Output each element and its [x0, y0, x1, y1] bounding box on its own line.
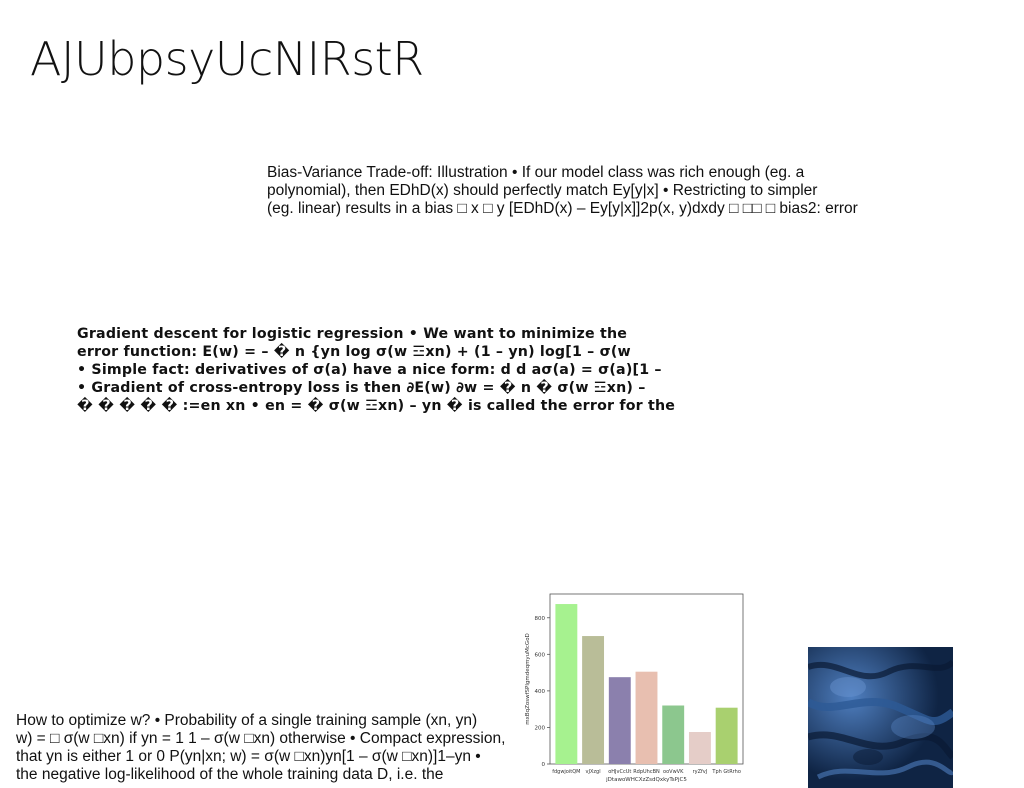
text-line: the negative log-likelihood of the whole…	[16, 766, 444, 783]
text-line: (eg. linear) results in a bias □ x □ y […	[267, 200, 858, 217]
text-line: polynomial), then EDhD(x) should perfect…	[267, 182, 818, 199]
optimize-paragraph: How to optimize w? • Probability of a si…	[16, 712, 521, 784]
x-tick-label: Tph GtRrho	[711, 769, 741, 775]
bar	[635, 671, 658, 764]
bar	[688, 732, 711, 764]
x-tick-label: fdgwjoitQM	[552, 769, 580, 775]
x-tick-label: ryZfvJ	[693, 769, 708, 775]
text-line: error function: E(w) = – � n {yn log σ(w…	[77, 344, 631, 360]
y-tick-label: 800	[535, 616, 546, 622]
text-line: that yn is either 1 or 0 P(yn|xn; w) = σ…	[16, 748, 481, 765]
slide-title: AJUbpsyUcNIRstR	[30, 32, 424, 86]
text-line: How to optimize w? • Probability of a si…	[16, 712, 478, 729]
text-line: � � � � � :=en xn • en = � σ(w ☲xn) – yn…	[77, 398, 676, 414]
bar	[555, 604, 578, 764]
x-tick-label: RdpUhcBN	[633, 769, 660, 775]
gradient-descent-paragraph: Gradient descent for logistic regression…	[77, 325, 676, 415]
y-tick-label: 0	[542, 762, 546, 768]
bar	[662, 705, 685, 764]
text-line: Gradient descent for logistic regression…	[77, 326, 628, 342]
bar	[715, 707, 738, 764]
text-line: Bias-Variance Trade-off: Illustration • …	[267, 164, 805, 181]
x-axis-label: jDtawoWHCXzZsdQxkyTsPjC5	[605, 777, 687, 783]
y-tick-label: 400	[535, 689, 546, 695]
blue-texture-image	[808, 647, 953, 788]
y-tick-label: 600	[535, 652, 546, 658]
bar-chart: 0 200 400 600 800 fdgwjoitQM vJXzgl oHJvCcUt Rdp…	[525, 593, 744, 783]
x-tick-label: vJXzgl	[586, 769, 601, 775]
x-tick-label: oHJvCcUt	[608, 769, 631, 775]
text-line: • Simple fact: derivatives of σ(a) have …	[77, 362, 662, 378]
bias-variance-paragraph: Bias-Variance Trade-off: Illustration • …	[267, 164, 887, 218]
text-line: • Gradient of cross-entropy loss is then…	[77, 380, 646, 396]
y-axis-label: mxBqZoswfSPlgmdeqmyuMcGoD	[525, 633, 531, 725]
x-tick-label: ooVwVK	[663, 769, 684, 775]
bar	[582, 636, 605, 764]
bar	[608, 677, 631, 764]
y-tick-label: 200	[535, 725, 546, 731]
text-line: w) = □ σ(w □xn) if yn = 1 1 – σ(w □xn) o…	[16, 730, 506, 747]
